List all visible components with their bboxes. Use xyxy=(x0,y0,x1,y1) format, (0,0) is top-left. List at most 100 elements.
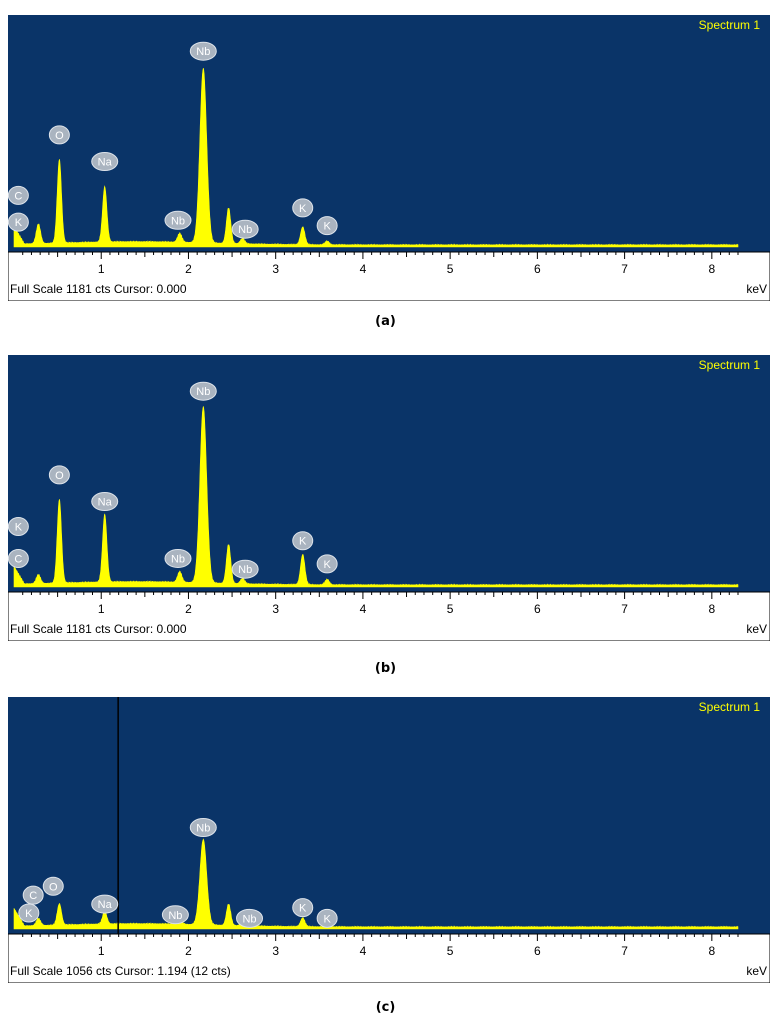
element-label-b-8: K xyxy=(316,554,338,574)
element-label-a-0: Nb xyxy=(189,41,217,61)
x-tick-label-a-1: 2 xyxy=(185,262,192,276)
element-label-text: Nb xyxy=(238,224,252,236)
element-label-c-8: K xyxy=(316,908,338,928)
spectrum-trace-c xyxy=(13,838,739,930)
x-tick-label-b-2: 3 xyxy=(272,602,279,616)
element-label-c-7: K xyxy=(292,898,314,918)
x-tick-label-b-0: 1 xyxy=(98,602,105,616)
element-label-text: K xyxy=(299,903,307,915)
x-tick-label-a-2: 3 xyxy=(272,262,279,276)
element-label-bubble xyxy=(189,381,217,401)
element-label-c-3: K xyxy=(18,903,40,923)
element-label-bubble xyxy=(161,905,189,925)
element-label-bubble xyxy=(292,198,314,218)
x-unit-label-c: keV xyxy=(746,964,767,978)
spectrum-panel-b: Nb O Na K C Nb Nb K K Spectrum 1 1 2 3 4 5 6 7 8 Full Scal… xyxy=(8,355,770,641)
element-label-b-7: K xyxy=(292,531,314,551)
element-label-text: K xyxy=(323,913,331,925)
element-label-c-4: Na xyxy=(91,894,119,914)
element-label-text: Nb xyxy=(196,46,210,58)
caption-a: (a) xyxy=(375,314,396,329)
x-tick-label-b-6: 7 xyxy=(621,602,628,616)
x-tick-label-c-5: 6 xyxy=(534,944,541,958)
x-tick-label-b-3: 4 xyxy=(360,602,367,616)
x-tick-label-c-2: 3 xyxy=(272,944,279,958)
element-label-text: Na xyxy=(98,157,113,169)
element-label-bubble xyxy=(292,898,314,918)
element-label-bubble xyxy=(18,903,40,923)
x-tick-label-a-7: 8 xyxy=(708,262,715,276)
element-label-text: Nb xyxy=(242,913,256,925)
element-label-text: Na xyxy=(98,497,113,509)
element-label-text: Nb xyxy=(196,823,210,835)
element-label-a-4: K xyxy=(8,212,29,232)
plot-area-b xyxy=(8,355,770,592)
element-label-text: Nb xyxy=(171,215,185,227)
x-unit-label-b: keV xyxy=(746,622,767,636)
legend-spectrum-c: Spectrum 1 xyxy=(699,700,761,714)
element-label-text: Na xyxy=(98,899,113,911)
caption-c: (c) xyxy=(375,1000,396,1015)
element-label-a-1: O xyxy=(48,125,70,145)
axis-strip-c xyxy=(8,933,770,983)
element-label-b-3: K xyxy=(8,516,29,536)
element-label-bubble xyxy=(8,549,29,569)
element-label-bubble xyxy=(8,212,29,232)
plot-area-c xyxy=(8,697,770,934)
legend-spectrum-b: Spectrum 1 xyxy=(699,358,761,372)
legend-spectrum-a: Spectrum 1 xyxy=(699,18,761,32)
status-text-b: Full Scale 1181 cts Cursor: 0.000 xyxy=(10,622,187,636)
x-tick-label-c-3: 4 xyxy=(360,944,367,958)
element-label-b-4: C xyxy=(8,549,29,569)
element-label-bubble xyxy=(8,185,29,205)
element-label-a-5: Nb xyxy=(164,210,192,230)
element-label-text: Nb xyxy=(238,564,252,576)
element-label-a-2: Na xyxy=(91,152,119,172)
element-label-bubble xyxy=(316,554,338,574)
element-label-text: K xyxy=(15,521,23,533)
element-label-bubble xyxy=(316,908,338,928)
x-tick-label-a-6: 7 xyxy=(621,262,628,276)
element-label-bubble xyxy=(91,152,119,172)
status-text-a: Full Scale 1181 cts Cursor: 0.000 xyxy=(10,282,187,296)
element-label-b-0: Nb xyxy=(189,381,217,401)
element-label-c-1: O xyxy=(42,876,64,896)
x-tick-label-c-6: 7 xyxy=(621,944,628,958)
element-label-b-1: O xyxy=(48,465,70,485)
element-label-a-3: C xyxy=(8,185,29,205)
element-label-bubble xyxy=(42,876,64,896)
x-tick-label-b-1: 2 xyxy=(185,602,192,616)
spectrum-panel-c: Nb O C K Na Nb Nb K K Spectrum 1 1 2 3 4 5 6 7 8 Full Scal… xyxy=(8,697,770,983)
element-label-bubble xyxy=(292,531,314,551)
element-label-bubble xyxy=(316,216,338,236)
element-label-text: C xyxy=(14,190,22,202)
element-label-text: O xyxy=(55,470,64,482)
element-label-text: O xyxy=(49,881,58,893)
element-label-text: C xyxy=(29,890,37,902)
spectrum-trace-a xyxy=(13,68,739,248)
spectrum-trace-b xyxy=(13,406,739,588)
axis-strip-a xyxy=(8,251,770,301)
x-tick-label-a-3: 4 xyxy=(360,262,367,276)
x-tick-label-c-0: 1 xyxy=(98,944,105,958)
element-label-bubble xyxy=(48,125,70,145)
element-label-text: O xyxy=(55,130,64,142)
element-label-text: Nb xyxy=(196,386,210,398)
element-label-a-8: K xyxy=(316,216,338,236)
x-unit-label-a: keV xyxy=(746,282,767,296)
element-label-bubble xyxy=(48,465,70,485)
element-label-text: K xyxy=(299,203,307,215)
x-tick-label-b-5: 6 xyxy=(534,602,541,616)
element-label-b-5: Nb xyxy=(164,549,192,569)
element-label-bubble xyxy=(236,908,264,928)
plot-area-a xyxy=(8,15,770,252)
axis-strip-b xyxy=(8,591,770,641)
element-label-c-6: Nb xyxy=(236,908,264,928)
spectrum-chart-b: Nb O Na K C Nb Nb K K Spectrum 1 1 2 3 4 5 6 7 8 Full Scal… xyxy=(8,355,770,641)
element-label-text: K xyxy=(299,536,307,548)
element-label-bubble xyxy=(231,559,259,579)
element-label-text: C xyxy=(14,554,22,566)
element-label-text: Nb xyxy=(168,910,182,922)
element-label-bubble xyxy=(189,41,217,61)
x-tick-label-a-5: 6 xyxy=(534,262,541,276)
